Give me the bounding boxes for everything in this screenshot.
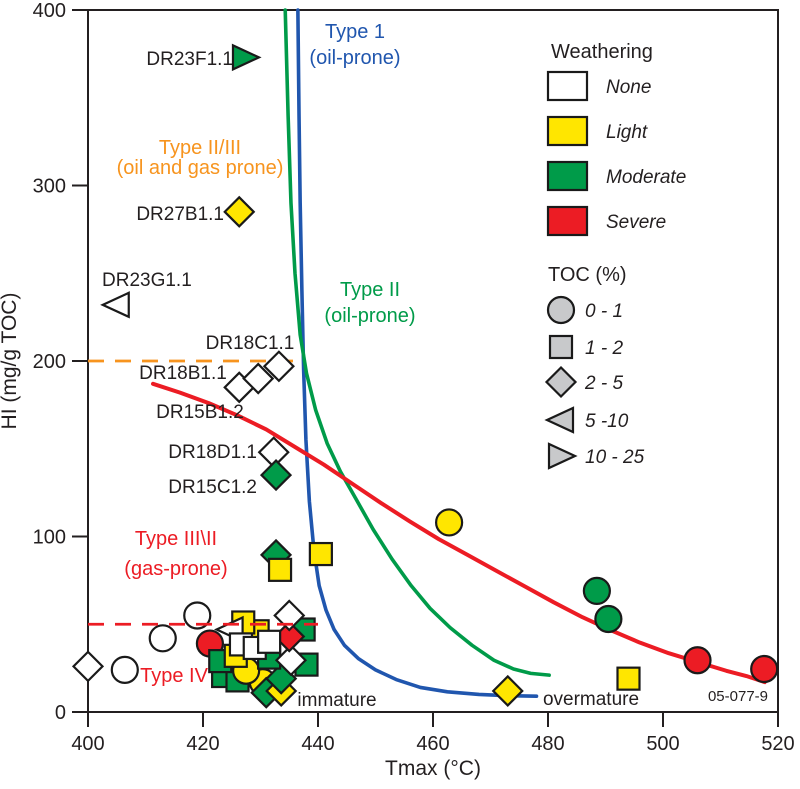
sample-label: DR15C1.2: [168, 477, 257, 498]
sample-label: DR23F1.1: [146, 49, 233, 70]
legend-weathering: Weathering None Light Moderate Severe: [546, 41, 686, 237]
sample-label: DR23G1.1: [102, 270, 192, 291]
legend-weathering-title: Weathering: [551, 41, 653, 63]
point-square-light: [308, 541, 333, 567]
point-diamond-light: [491, 674, 524, 707]
point-square-none: [257, 629, 282, 654]
zone-label: (oil-prone): [324, 305, 415, 327]
legend-symbol-circle: [546, 295, 576, 325]
point-labels: DR23F1.1 DR27B1.1 DR23G1.1 DR18C1.1 DR18B1.1…: [102, 49, 768, 711]
legend-label-moderate: Moderate: [606, 167, 686, 188]
zone-label: (oil-prone): [309, 47, 400, 69]
legend-label-severe: Severe: [606, 212, 666, 233]
x-tick-label: 500: [646, 733, 679, 755]
legend-toc: TOC (%) 0 - 1 1 - 2 2 - 5 5 -10 10 - 25: [544, 264, 645, 470]
point-square-light: [616, 666, 641, 691]
zone-label: (gas-prone): [124, 558, 227, 580]
x-tick-label: 420: [186, 733, 219, 755]
point-triangle-right-moderate-dr23f1.1: [231, 43, 262, 72]
point-square-light: [267, 557, 293, 582]
point-diamond-none-dr15b1.2: [242, 362, 275, 395]
y-tick-label: 400: [33, 0, 66, 22]
annotation: overmature: [543, 689, 639, 710]
y-tick-label: 200: [33, 351, 66, 373]
curve-hi-maturity-trend: [150, 381, 767, 685]
sample-label: DR18D1.1: [168, 442, 257, 463]
y-tick-label: 300: [33, 176, 66, 198]
legend-toc-label: 1 - 2: [585, 338, 623, 359]
y-axis-title: HI (mg/g TOC): [0, 293, 21, 430]
zone-labels: Type 1 (oil-prone) Type II (oil-prone) Type …: [117, 21, 416, 687]
zone-label: Type 1: [325, 21, 385, 43]
legend-swatch-none: [546, 70, 589, 102]
point-diamond-none: [71, 650, 105, 683]
legend-toc-label: 5 -10: [585, 411, 629, 432]
point-diamond-moderate-dr15c1.2: [259, 459, 293, 492]
x-tick-label: 520: [761, 733, 794, 755]
x-tick-label: 460: [416, 733, 449, 755]
legend-toc-label: 0 - 1: [585, 301, 623, 322]
point-diamond-none-dr18c1.1: [262, 350, 295, 383]
y-tick-label: 0: [55, 702, 66, 724]
zone-label: (oil and gas prone): [117, 157, 284, 179]
sample-label: DR27B1.1: [136, 204, 224, 225]
y-tick-label: 100: [33, 527, 66, 549]
curve-type-1-boundary: [296, 8, 539, 699]
legend-toc-label: 2 - 5: [584, 373, 623, 394]
x-tick-label: 480: [531, 733, 564, 755]
zone-label: Type III\II: [135, 528, 217, 550]
legend-swatch-light: [546, 115, 589, 147]
legend-swatch-moderate: [546, 160, 589, 192]
sample-label: DR15B1.2: [156, 402, 244, 423]
point-circle-none: [110, 655, 139, 684]
point-diamond-light-dr27b1.1: [223, 195, 256, 228]
legend-label-none: None: [606, 77, 651, 98]
point-circle-severe: [683, 646, 712, 675]
legend-toc-label: 10 - 25: [585, 447, 645, 468]
x-tick-label: 400: [71, 733, 104, 755]
legend-label-light: Light: [606, 122, 648, 143]
point-circle-light: [435, 508, 464, 537]
zone-label: Type IV: [140, 665, 208, 687]
point-diamond-none: [274, 644, 308, 677]
curve-type-2-boundary: [283, 8, 551, 677]
legend-swatch-severe: [546, 205, 589, 237]
point-circle-none: [148, 624, 177, 653]
point-circle-moderate: [594, 604, 623, 634]
x-tick-label: 440: [301, 733, 334, 755]
annotation: 05-077-9: [708, 688, 768, 705]
sample-label: DR18C1.1: [206, 333, 295, 354]
curves: [150, 8, 767, 699]
annotation: immature: [297, 690, 376, 711]
legend-toc-title: TOC (%): [548, 264, 627, 286]
zone-label: Type II/III: [159, 137, 241, 159]
point-circle-moderate: [582, 576, 611, 606]
point-triangle-left-none-dr23g1.1: [100, 291, 130, 319]
legend-symbol-square: [548, 334, 574, 360]
point-circle-severe: [750, 654, 779, 684]
zone-label: Type II: [340, 279, 400, 301]
sample-label: DR18B1.1: [139, 363, 227, 384]
point-diamond-none: [273, 599, 306, 632]
legend-symbol-diamond: [544, 365, 578, 399]
point-circle-none: [183, 601, 212, 630]
legend-symbol-triangle-right: [547, 442, 578, 470]
x-axis-title: Tmax (°C): [385, 757, 481, 780]
legend-symbol-triangle-left: [544, 406, 575, 434]
